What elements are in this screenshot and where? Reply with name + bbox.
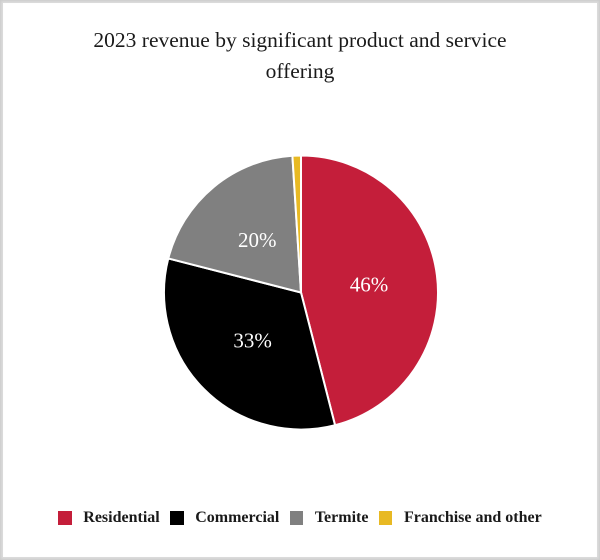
- svg-text:33%: 33%: [233, 328, 272, 352]
- svg-text:20%: 20%: [238, 228, 277, 252]
- svg-text:46%: 46%: [350, 272, 389, 296]
